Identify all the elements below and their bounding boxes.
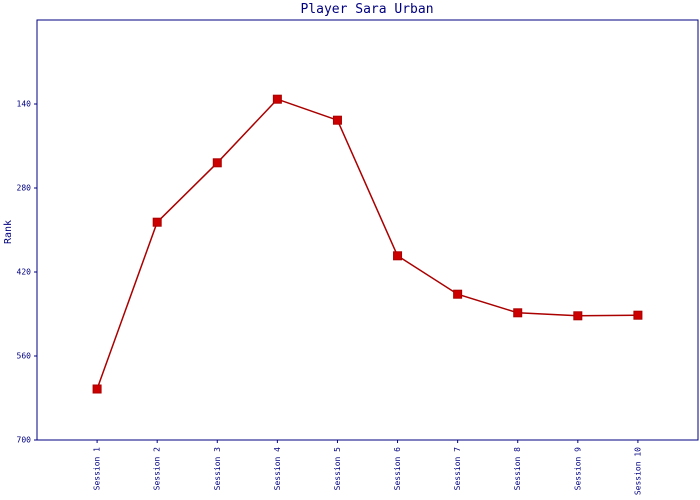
x-tick-label: Session 9 <box>573 447 582 491</box>
x-tick-label: Session 8 <box>513 447 522 491</box>
marker <box>633 310 643 320</box>
line <box>96 98 638 390</box>
x-tick-label: Session 7 <box>453 447 462 491</box>
x-tick-label: Session 1 <box>93 447 102 491</box>
x-tick-label: Session 5 <box>333 447 342 491</box>
y-axis-label: Rank <box>3 220 14 244</box>
chart-title: Player Sara Urban <box>300 2 433 17</box>
marker <box>152 217 162 227</box>
marker <box>272 94 282 104</box>
y-tick-label: 560 <box>17 352 32 361</box>
marker <box>393 251 403 261</box>
x-tick-label: Session 2 <box>153 447 162 491</box>
x-tick-label: Session 4 <box>273 447 282 491</box>
marker <box>453 289 463 299</box>
x-tick-label: Session 6 <box>393 447 402 491</box>
y-tick-label: 280 <box>17 184 32 193</box>
x-tick-label: Session 3 <box>213 447 222 491</box>
y-tick-label: 700 <box>17 436 32 445</box>
marker <box>513 308 523 318</box>
x-tick-label: Session 10 <box>633 447 642 495</box>
marker <box>92 384 102 394</box>
y-tick-label: 140 <box>17 100 32 109</box>
marker <box>573 311 583 321</box>
marker <box>212 158 222 168</box>
marker <box>332 115 342 125</box>
y-tick-label: 420 <box>17 268 32 277</box>
plot-frame <box>36 19 699 441</box>
